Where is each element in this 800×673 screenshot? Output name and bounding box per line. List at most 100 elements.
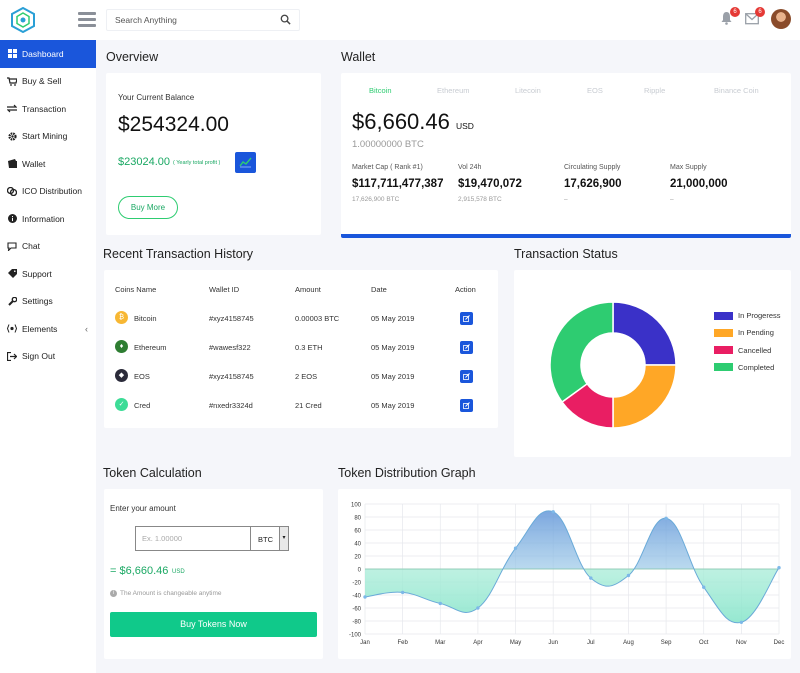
cell-date: 05 May 2019: [371, 343, 415, 352]
sidebar-item-ico-distribution[interactable]: ICO Distribution: [0, 178, 96, 206]
stat-value: 21,000,000: [670, 178, 728, 190]
cell-amount: 0.00003 BTC: [295, 314, 340, 323]
stat-label: Circulating Supply: [564, 164, 621, 171]
edit-button[interactable]: [460, 341, 473, 354]
avatar[interactable]: [771, 9, 791, 29]
edit-button[interactable]: [460, 370, 473, 383]
stat-value: $117,711,477,387: [352, 178, 444, 190]
legend-item: Completed: [714, 363, 774, 372]
tab-litecoin[interactable]: Litecoin: [515, 86, 541, 95]
y-tick-label: 40: [354, 542, 361, 548]
sidebar-item-transaction[interactable]: Transaction: [0, 95, 96, 123]
tag-icon: [7, 269, 17, 279]
search-icon[interactable]: [280, 14, 291, 25]
data-point: [363, 595, 367, 599]
amount-note: i The Amount is changeable anytime: [110, 590, 222, 597]
legend-swatch: [714, 346, 733, 355]
x-tick-label: Sep: [661, 640, 672, 646]
wallet-amount: $6,660.46: [352, 109, 450, 134]
column-header: Wallet ID: [209, 285, 240, 294]
stat-sub: 2,915,578 BTC: [458, 196, 502, 203]
stat-value: $19,470,072: [458, 178, 522, 190]
tab-eos[interactable]: EOS: [587, 86, 603, 95]
column-header: Date: [371, 285, 387, 294]
legend-swatch: [714, 328, 733, 337]
x-tick-label: Aug: [623, 640, 634, 646]
tab-ripple[interactable]: Ripple: [644, 86, 666, 95]
notification-badge: 6: [730, 7, 740, 17]
currency-select-value: BTC: [258, 535, 273, 544]
tab-bitcoin[interactable]: Bitcoin: [369, 86, 392, 95]
donut-slice-in-pending: [612, 364, 677, 429]
info-icon: i: [110, 590, 117, 597]
logo-icon[interactable]: [10, 7, 36, 33]
token-result-unit: USD: [172, 569, 185, 575]
stat-value: 17,626,900: [564, 178, 622, 190]
sidebar-item-label: Support: [22, 268, 52, 279]
search-box: [106, 9, 300, 31]
balance-label: Your Current Balance: [118, 93, 195, 102]
stat-sub: –: [670, 196, 674, 203]
legend-item: In Pending: [714, 328, 774, 337]
stat-label: Vol 24h: [458, 164, 482, 171]
sidebar-item-start-mining[interactable]: Start Mining: [0, 123, 96, 151]
cell-date: 05 May 2019: [371, 314, 415, 323]
donut-slice-in-progeress: [612, 301, 677, 366]
search-input[interactable]: [107, 10, 272, 30]
stat-sub: 17,626,900 BTC: [352, 196, 400, 203]
balance-value: $254324.00: [118, 113, 229, 136]
sidebar-item-sign-out[interactable]: Sign Out: [0, 343, 96, 371]
legend-swatch: [714, 311, 733, 320]
cell-date: 05 May 2019: [371, 372, 415, 381]
sidebar-item-elements[interactable]: Elements ‹: [0, 315, 96, 343]
sidebar-item-label: Settings: [22, 296, 53, 307]
data-point: [438, 601, 442, 606]
sidebar-item-label: Elements: [22, 323, 58, 334]
buy-more-button[interactable]: Buy More: [118, 196, 178, 219]
buy-tokens-button[interactable]: Buy Tokens Now: [110, 612, 317, 637]
wallet-title: Wallet: [341, 50, 376, 64]
y-tick-label: 20: [354, 555, 361, 561]
x-tick-label: May: [510, 640, 521, 646]
amount-note-text: The Amount is changeable anytime: [120, 590, 222, 597]
top-bar: 6 6: [0, 0, 800, 40]
amount-input[interactable]: [135, 526, 251, 551]
legend-label: In Progeress: [738, 311, 781, 320]
tab-ethereum[interactable]: Ethereum: [437, 86, 470, 95]
legend-item: In Progeress: [714, 311, 781, 320]
currency-select[interactable]: BTC ▾: [250, 526, 289, 551]
sidebar-item-buy-sell[interactable]: Buy & Sell: [0, 68, 96, 96]
legend-label: Cancelled: [738, 345, 772, 355]
notification-bell-icon[interactable]: 6: [720, 7, 740, 25]
cell-coin: Bitcoin: [134, 314, 157, 323]
overview-title: Overview: [106, 50, 159, 64]
data-point: [513, 546, 518, 550]
cell-amount: 0.3 ETH: [295, 343, 323, 352]
trend-chart-icon[interactable]: [235, 152, 256, 173]
cart-icon: [7, 76, 17, 86]
tab-binance-coin[interactable]: Binance Coin: [714, 86, 759, 95]
gear-icon: [7, 131, 17, 141]
y-tick-label: -40: [352, 594, 361, 600]
column-header: Action: [455, 285, 476, 294]
data-point: [664, 516, 668, 520]
data-point: [739, 620, 744, 624]
cell-coin: Ethereum: [134, 343, 167, 352]
donut-slice-completed: [549, 301, 614, 404]
data-point: [702, 585, 706, 589]
transactions-card: [104, 270, 498, 428]
sidebar-item-chat[interactable]: Chat: [0, 233, 96, 261]
edit-button[interactable]: [460, 312, 473, 325]
legend-label: In Pending: [738, 328, 774, 338]
sidebar-item-dashboard[interactable]: Dashboard: [0, 40, 96, 68]
sidebar-item-label: Information: [22, 213, 65, 224]
profit-note: ( Yearly total profit ): [173, 160, 221, 166]
mail-icon[interactable]: 6: [745, 7, 765, 25]
sidebar-item-information[interactable]: Information: [0, 205, 96, 233]
sidebar-item-wallet[interactable]: Wallet: [0, 150, 96, 178]
sidebar-item-settings[interactable]: Settings: [0, 288, 96, 316]
menu-toggle-icon[interactable]: [78, 12, 96, 27]
edit-button[interactable]: [460, 399, 473, 412]
sidebar-item-support[interactable]: Support: [0, 260, 96, 288]
